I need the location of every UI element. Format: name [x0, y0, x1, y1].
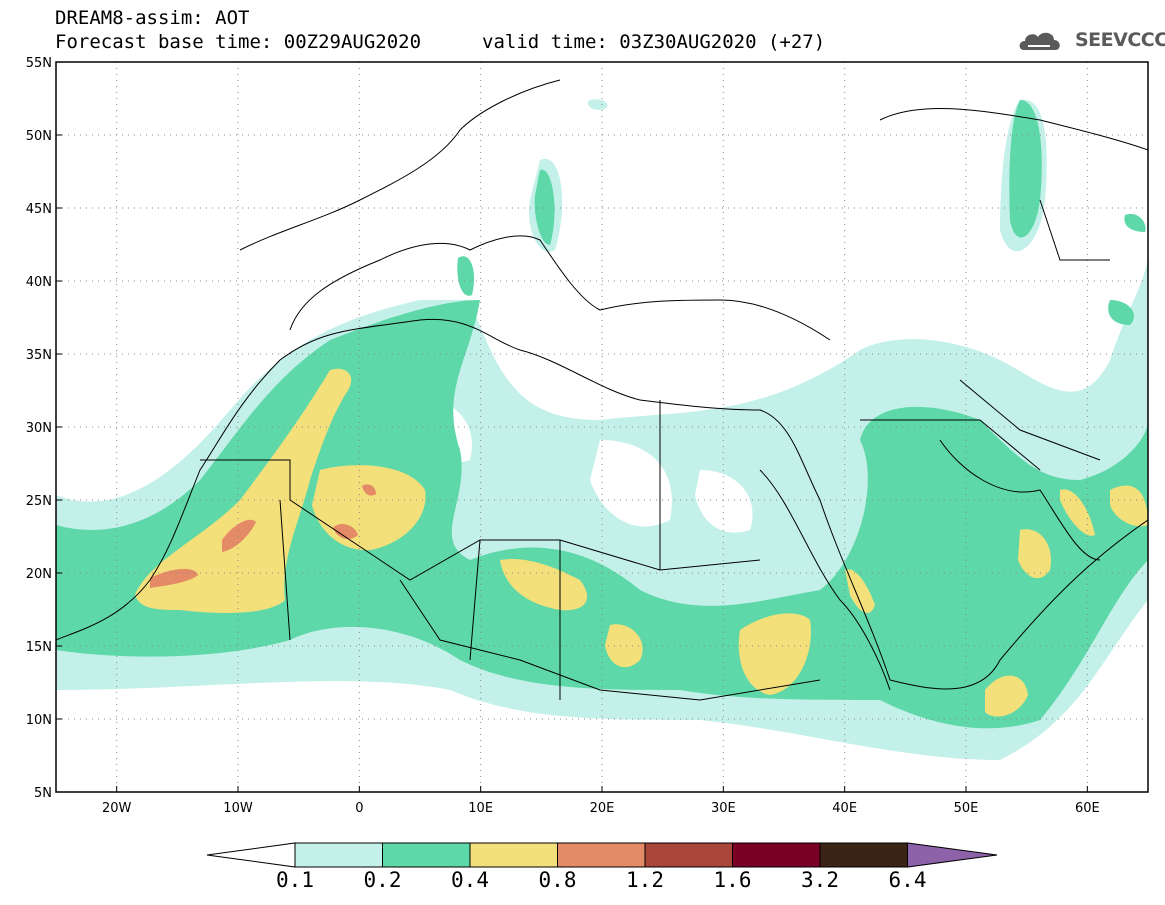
- forecast-base-time: Forecast base time: 00Z29AUG2020: [55, 31, 422, 53]
- legend-swatch: [294, 842, 383, 868]
- lon-tick-label: 0: [355, 801, 363, 816]
- longitude-axis: 20W 10W 0 10E 20E 30E 40E 50E 60E: [102, 786, 1100, 816]
- map-title: DREAM8-assim: AOT: [55, 7, 250, 29]
- legend-label: 0.2: [364, 868, 402, 892]
- cloud-icon: [1019, 32, 1060, 50]
- lat-tick-label: 10N: [26, 713, 52, 728]
- lat-tick-label: 5N: [34, 786, 52, 801]
- lon-tick-label: 50E: [954, 801, 979, 816]
- legend-swatch: [819, 842, 908, 868]
- lon-tick-label: 20E: [590, 801, 615, 816]
- lon-tick-label: 20W: [102, 801, 132, 816]
- legend-label: 0.4: [451, 868, 489, 892]
- legend-label: 1.2: [626, 868, 664, 892]
- legend-arrow-high: [907, 842, 998, 868]
- legend-swatch: [732, 842, 821, 868]
- legend-arrow-low: [206, 842, 296, 868]
- lat-tick-label: 30N: [26, 421, 52, 436]
- valid-time: valid time: 03Z30AUG2020 (+27): [482, 31, 826, 53]
- legend-label: 0.8: [539, 868, 577, 892]
- lat-tick-label: 55N: [26, 56, 52, 71]
- coastlines: [56, 79, 1148, 701]
- lat-tick-label: 15N: [26, 640, 52, 655]
- legend-label: 3.2: [801, 868, 839, 892]
- lat-tick-label: 35N: [26, 348, 52, 363]
- lon-tick-label: 60E: [1075, 801, 1100, 816]
- legend-label: 1.6: [714, 868, 752, 892]
- lat-tick-label: 50N: [26, 129, 52, 144]
- lat-tick-label: 20N: [26, 567, 52, 582]
- legend-label: 6.4: [889, 868, 927, 892]
- latitude-axis: 55N 50N 45N 40N 35N 30N 25N 20N 15N 10N 5N: [26, 56, 62, 801]
- lon-tick-label: 40E: [832, 801, 857, 816]
- legend-swatch: [382, 842, 471, 868]
- legend-swatch: [469, 842, 558, 868]
- lat-tick-label: 45N: [26, 202, 52, 217]
- lat-tick-label: 25N: [26, 494, 52, 509]
- logo-text: SEEVCCC: [1075, 29, 1165, 51]
- lon-tick-label: 10E: [468, 801, 493, 816]
- legend-label: 0.1: [276, 868, 314, 892]
- map-grid: [56, 62, 1148, 792]
- lat-tick-label: 40N: [26, 275, 52, 290]
- legend-swatch: [557, 842, 646, 868]
- lon-tick-label: 10W: [223, 801, 253, 816]
- legend-swatch: [644, 842, 733, 868]
- aot-field: [56, 99, 1148, 760]
- lon-tick-label: 30E: [711, 801, 736, 816]
